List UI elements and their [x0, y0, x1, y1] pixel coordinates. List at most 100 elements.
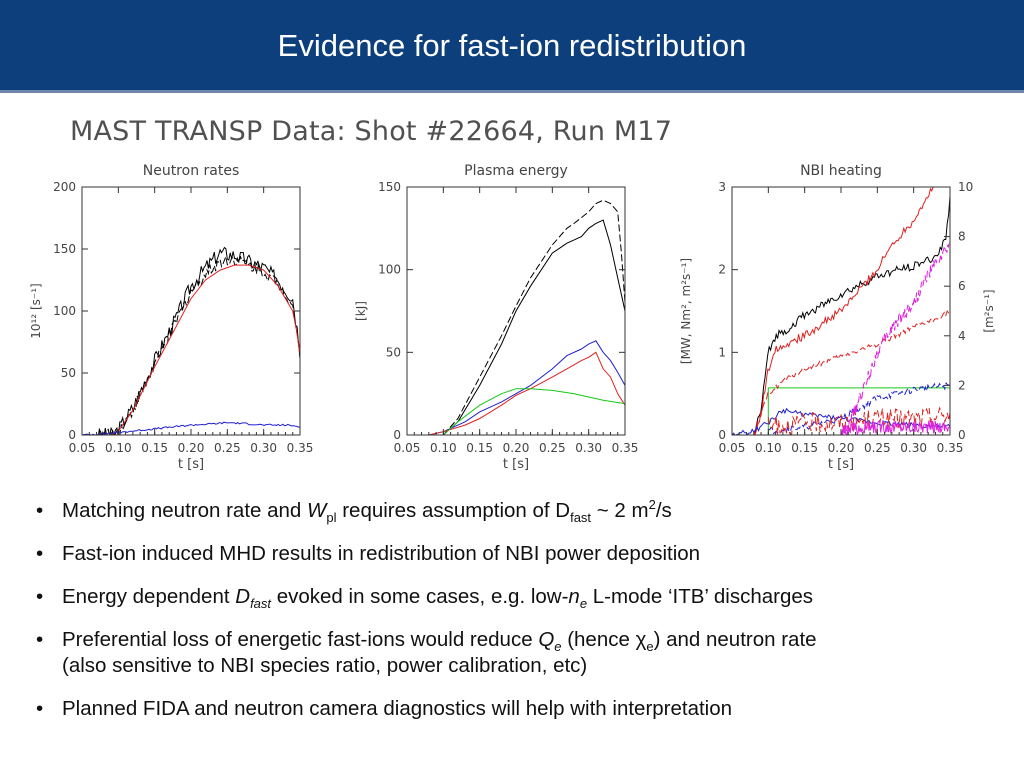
- bullet-text: ~ 2 m: [591, 499, 649, 522]
- bullet-text: Q: [538, 628, 555, 651]
- bullet-dot: •: [36, 697, 44, 720]
- y-tick-label: 0: [68, 428, 76, 442]
- y-right-axis-label: [m²s⁻¹]: [982, 289, 996, 332]
- y-tick-label: 100: [378, 263, 401, 277]
- x-tick-label: 0.25: [214, 441, 241, 455]
- bullet-text: Preferential loss of energetic fast-ions…: [62, 628, 539, 651]
- bullet-item: • Preferential loss of energetic fast-ion…: [30, 627, 1020, 679]
- series-group: [428, 199, 625, 435]
- series-group: [82, 246, 300, 435]
- series-line-green-solid: [442, 388, 625, 435]
- bullet-text: (also sensitive to NBI species ratio, po…: [62, 654, 588, 677]
- x-tick-label: 0.35: [612, 441, 639, 455]
- bullet-text: Matching neutron rate and: [62, 499, 308, 522]
- bullet-text: L-mode ‘ITB’ discharges: [587, 585, 814, 608]
- x-tick-label: 0.20: [178, 441, 205, 455]
- bullet-text: ) and neutron rate: [653, 628, 817, 651]
- y-right-tick-label: 2: [958, 378, 966, 392]
- bullet-text: fast: [250, 596, 272, 612]
- bullet-text: e: [646, 639, 654, 655]
- x-tick-label: 0.30: [575, 441, 602, 455]
- series-line-black-solid: [442, 219, 625, 435]
- series-group: [732, 187, 950, 435]
- y-tick-label: 150: [378, 180, 401, 194]
- bullet-text: fast: [570, 510, 592, 526]
- page-title: Evidence for fast-ion redistribution: [277, 28, 747, 63]
- y-right-tick-label: 8: [958, 230, 966, 244]
- y-tick-label: 150: [53, 242, 76, 256]
- bullet-text: pl: [326, 510, 337, 526]
- bullet-dot: •: [36, 628, 44, 651]
- bullet-text: (hence χ: [561, 628, 647, 651]
- bullet-text: Energy dependent: [62, 585, 236, 608]
- bullet-item: • Energy dependent Dfast evoked in some c…: [30, 584, 1020, 610]
- series-line-blue-dashed: [768, 382, 950, 435]
- x-tick-label: 0.30: [900, 441, 927, 455]
- y-axis-label: [kJ]: [354, 301, 368, 321]
- y-right-tick-label: 4: [958, 329, 966, 343]
- series-line-red-solid: [428, 351, 625, 435]
- x-tick-label: 0.35: [937, 441, 964, 455]
- chart-title: NBI heating: [800, 163, 882, 179]
- bullet-text: /s: [655, 499, 672, 522]
- x-axis-label: t [s]: [503, 457, 529, 472]
- y-axis-label: 10¹² [s⁻¹]: [29, 283, 43, 338]
- bullet-item: • Fast-ion induced MHD results in redistr…: [30, 541, 1020, 567]
- series-line-red-solid: [96, 264, 300, 435]
- series-line-red-dashed: [753, 310, 950, 435]
- bullet-text: 2: [648, 497, 656, 513]
- y-right-tick-label: 10: [958, 180, 973, 194]
- bullet-dot: •: [36, 542, 44, 565]
- x-tick-label: 0.05: [719, 441, 746, 455]
- x-tick-label: 0.30: [250, 441, 277, 455]
- bullet-text: Planned FIDA and neutron camera diagnost…: [62, 697, 733, 720]
- x-tick-label: 0.20: [503, 441, 530, 455]
- x-tick-label: 0.25: [539, 441, 566, 455]
- title-bar: Evidence for fast-ion redistribution: [0, 0, 1024, 93]
- chart-title: Plasma energy: [464, 163, 568, 179]
- x-tick-label: 0.15: [466, 441, 493, 455]
- bullet-text: requires assumption of D: [336, 499, 571, 522]
- plot-frame: [81, 186, 301, 436]
- y-axis-label: [MW, Nm², m²s⁻¹]: [679, 258, 693, 364]
- series-line-blue-solid: [428, 340, 625, 435]
- series-line-magenta-solid: [840, 419, 950, 435]
- x-tick-label: 0.35: [287, 441, 314, 455]
- bullet-text: e: [554, 639, 562, 655]
- y-right-tick-label: 6: [958, 279, 966, 293]
- plasma-energy-chart: Plasma energy 0.05 0.10 0.15 0.20 0.25 0.30 0.3…: [350, 155, 650, 480]
- y-right-tick-label: 0: [958, 428, 966, 442]
- x-tick-label: 0.05: [69, 441, 96, 455]
- bullet-dot: •: [36, 585, 44, 608]
- series-line-black-dashed: [96, 254, 300, 435]
- nbi-heating-svg: NBI heating 0.05 0.10 0.15 0.20 0.25 0.30 0.35 t…: [679, 163, 996, 472]
- bullet-text: e: [579, 596, 588, 612]
- figure-subtitle: MAST TRANSP Data: Shot #22664, Run M17: [70, 116, 673, 147]
- bullet-item: • Planned FIDA and neutron camera diagnos…: [30, 696, 1020, 722]
- bullet-text: Fast-ion induced MHD results in redistri…: [62, 542, 701, 565]
- y-tick-label: 1: [718, 345, 726, 359]
- x-axis-label: t [s]: [828, 457, 854, 472]
- neutron-rates-svg: Neutron rates 0.05 0.10 0.15 0.20 0.25 0.30 0.3…: [29, 163, 314, 472]
- bullet-item: • Matching neutron rate and Wpl requires …: [30, 498, 1020, 524]
- bullet-text: n: [568, 585, 580, 608]
- series-line-black-solid: [753, 195, 950, 435]
- plot-frame: [731, 186, 951, 436]
- series-line-green-solid: [732, 387, 950, 435]
- x-tick-label: 0.15: [791, 441, 818, 455]
- bullet-dot: •: [36, 499, 44, 522]
- bullet-text: evoked in some cases, e.g. low-: [271, 585, 569, 608]
- x-tick-label: 0.25: [864, 441, 891, 455]
- bullet-list: • Matching neutron rate and Wpl requires …: [30, 498, 1020, 739]
- y-tick-label: 0: [718, 428, 726, 442]
- x-axis-label: t [s]: [178, 457, 204, 472]
- x-tick-label: 0.10: [755, 441, 782, 455]
- x-tick-label: 0.10: [105, 441, 132, 455]
- x-tick-label: 0.10: [430, 441, 457, 455]
- series-line-magenta-dashed: [841, 239, 950, 435]
- x-tick-label: 0.05: [394, 441, 421, 455]
- y-tick-label: 3: [718, 180, 726, 194]
- plasma-energy-svg: Plasma energy 0.05 0.10 0.15 0.20 0.25 0.30 0.3…: [354, 163, 639, 472]
- y-tick-label: 50: [386, 345, 401, 359]
- x-tick-label: 0.20: [828, 441, 855, 455]
